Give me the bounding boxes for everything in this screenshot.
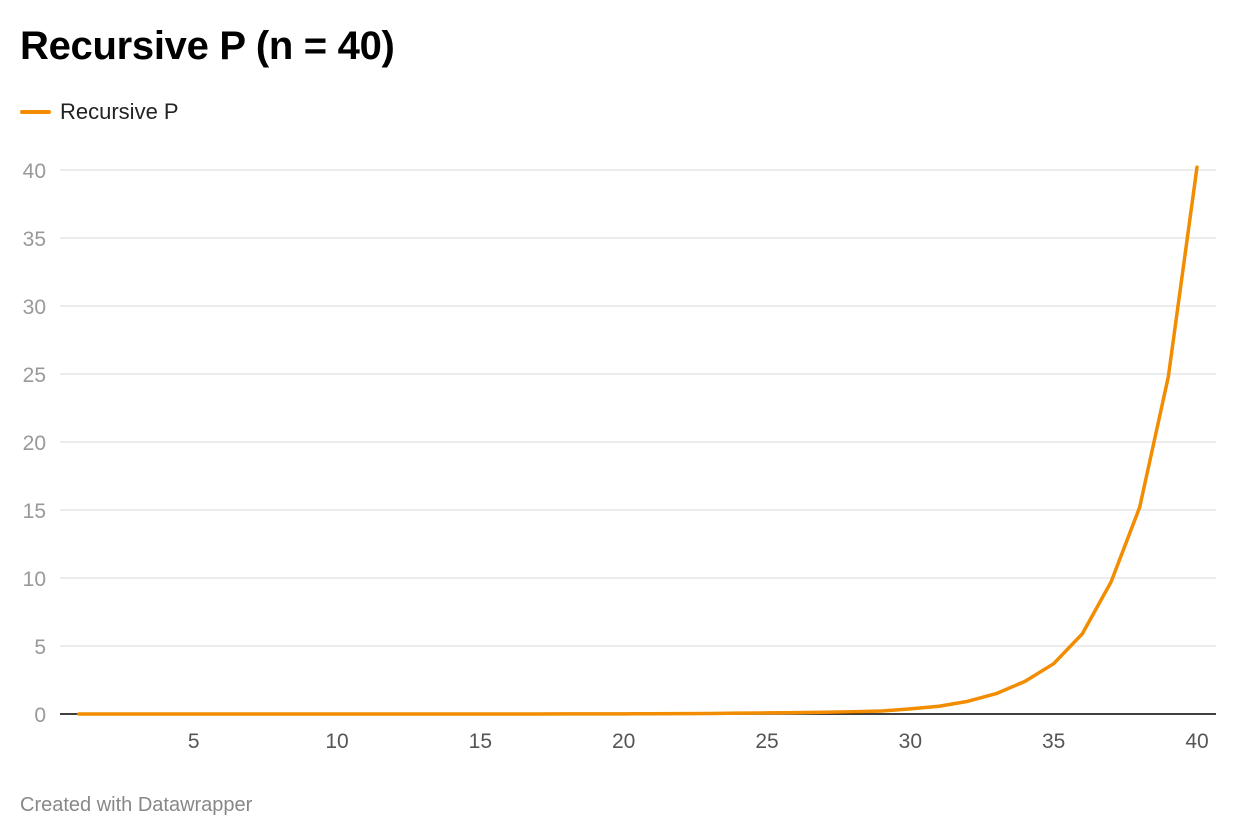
y-tick-label: 15 (23, 500, 46, 523)
footer-credit: Created with Datawrapper (20, 794, 253, 816)
x-tick-label: 40 (1185, 730, 1208, 753)
x-tick-label: 30 (899, 730, 922, 753)
y-tick-label: 35 (23, 228, 46, 251)
legend-swatch (20, 110, 51, 114)
x-tick-label: 35 (1042, 730, 1065, 753)
y-axis-ticks: 0 5 10 15 20 25 30 35 40 (23, 160, 46, 727)
x-axis-ticks: 5 10 15 20 25 30 35 40 (188, 730, 1209, 753)
series-line (77, 165, 1199, 716)
y-tick-label: 0 (34, 704, 46, 727)
y-tick-label: 5 (34, 636, 46, 659)
chart-title: Recursive P (n = 40) (20, 24, 395, 68)
y-tick-label: 10 (23, 568, 46, 591)
series-group (77, 165, 1199, 716)
y-tick-label: 40 (23, 160, 46, 183)
x-tick-label: 20 (612, 730, 635, 753)
legend-label: Recursive P (60, 99, 179, 124)
y-tick-label: 20 (23, 432, 46, 455)
y-tick-label: 30 (23, 296, 46, 319)
y-tick-label: 25 (23, 364, 46, 387)
grid-lines (60, 169, 1216, 647)
x-tick-label: 5 (188, 730, 200, 753)
x-tick-label: 15 (469, 730, 492, 753)
legend: Recursive P (20, 98, 179, 126)
x-tick-label: 25 (755, 730, 778, 753)
x-tick-label: 10 (325, 730, 348, 753)
